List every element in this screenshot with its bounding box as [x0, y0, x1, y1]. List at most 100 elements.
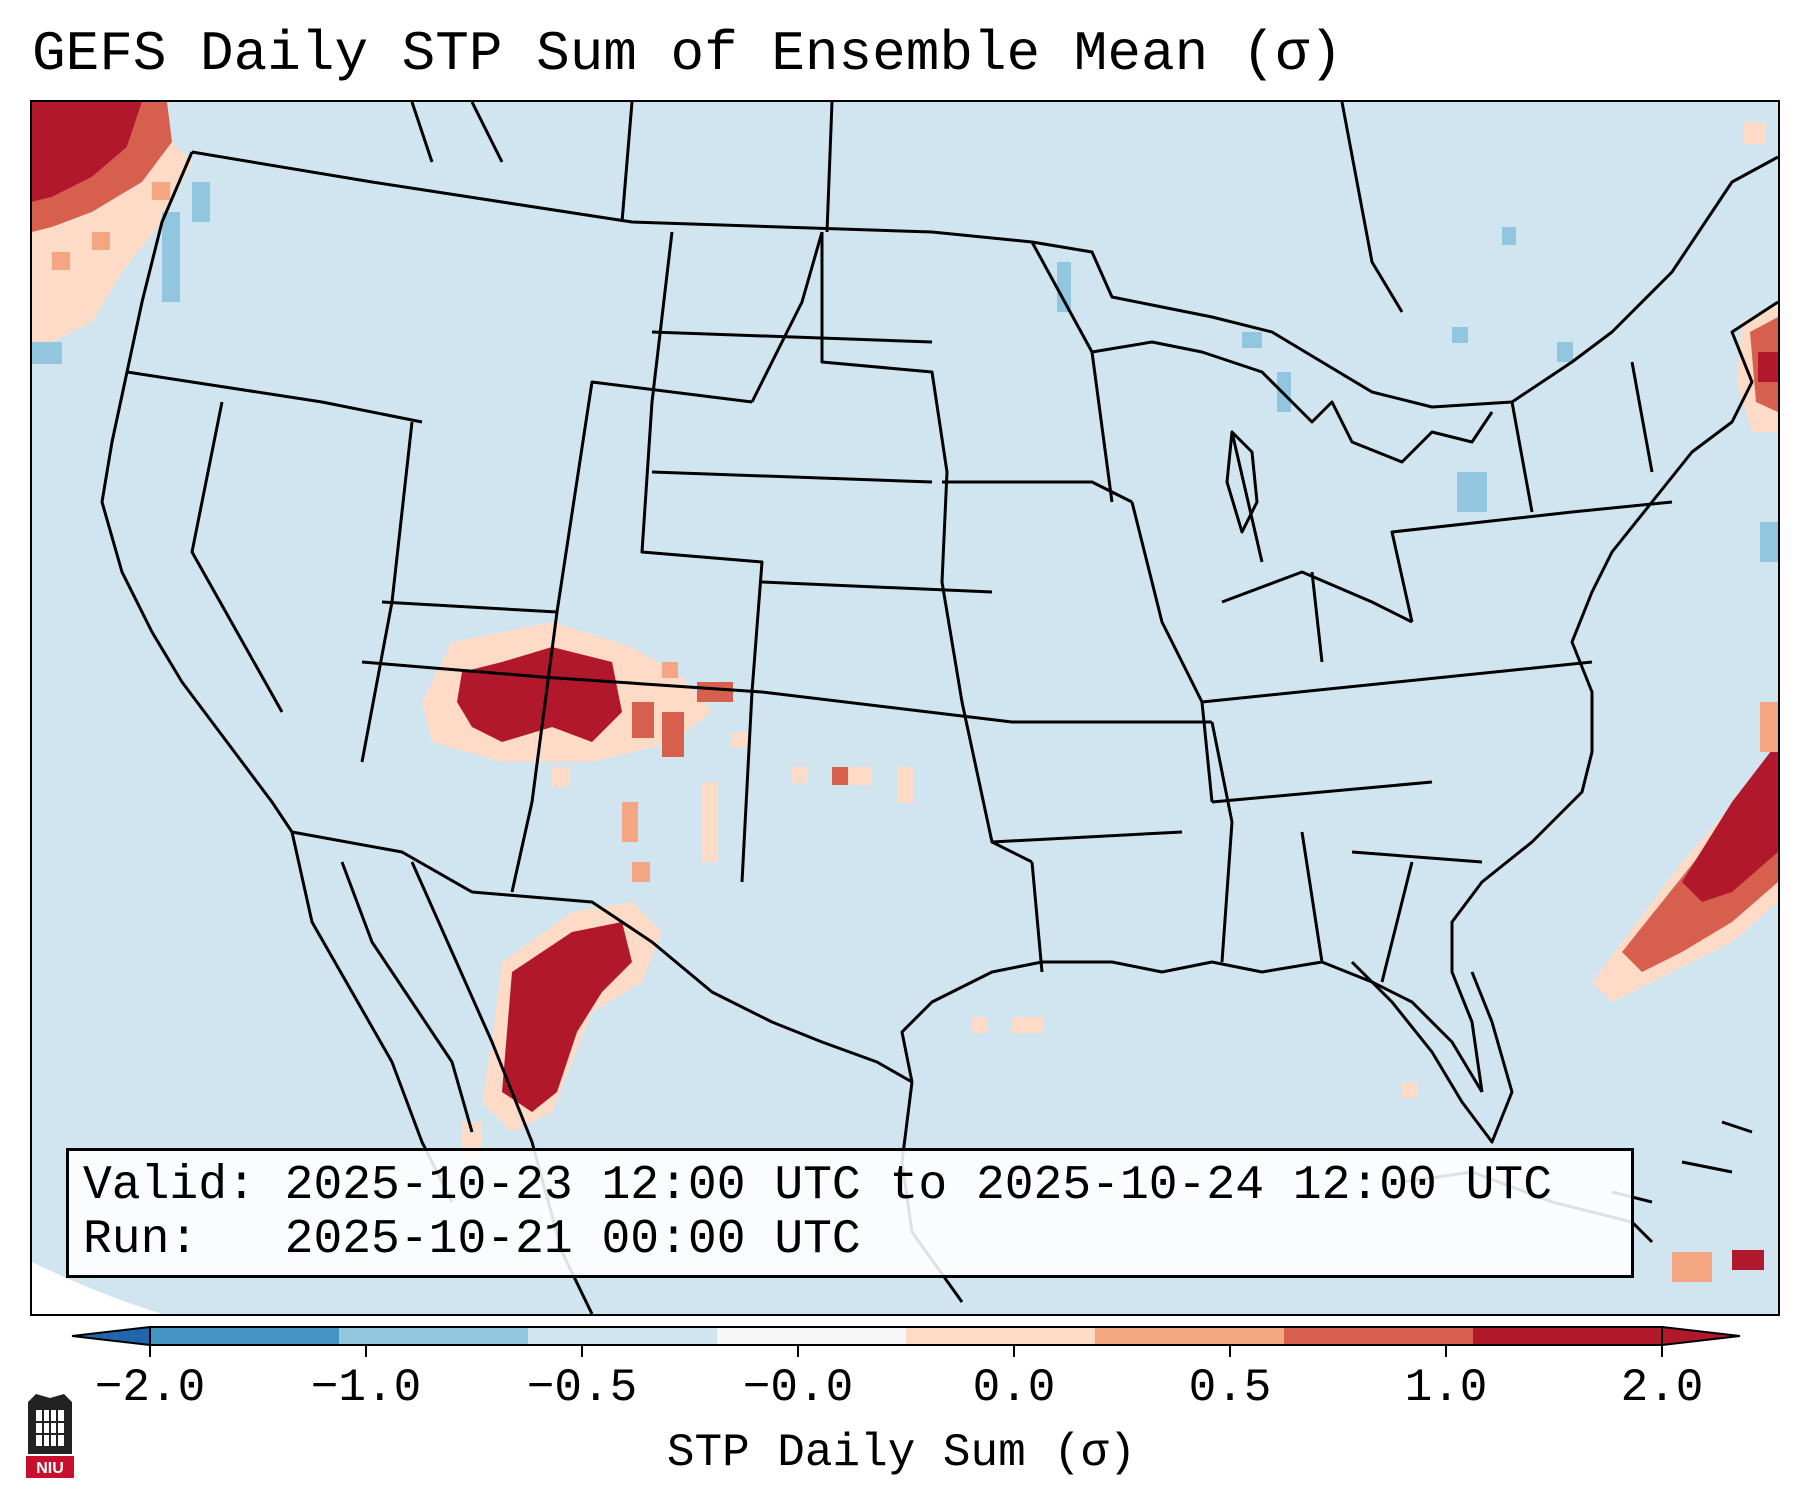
stp-cell — [1732, 1250, 1764, 1270]
stp-cell — [697, 682, 733, 702]
run-line: Run: 2025-10-21 00:00 UTC — [83, 1213, 861, 1267]
colorbar-ticks — [149, 1345, 1663, 1357]
state-line — [1390, 510, 1573, 623]
province-line — [620, 102, 634, 223]
colorbar-segment — [717, 1327, 907, 1345]
state-line — [1630, 361, 1654, 473]
chart-title: GEFS Daily STP Sum of Ensemble Mean (σ) — [32, 22, 1343, 86]
map-canvas — [32, 102, 1778, 1314]
state-line — [1571, 500, 1673, 514]
colorbar-segment — [150, 1327, 340, 1345]
state-line — [1030, 861, 1044, 973]
us-mexico-border — [291, 830, 913, 1084]
state-line — [1211, 780, 1433, 804]
stp-cell — [702, 782, 718, 862]
logo-badge — [26, 1456, 74, 1478]
stp-region-pacnw-high — [32, 102, 142, 202]
us-gulf-coast — [900, 960, 1484, 1093]
niu-logo: NIU — [26, 1394, 74, 1478]
state-line — [1310, 571, 1324, 663]
stp-cell — [1457, 472, 1487, 512]
state-line — [1201, 660, 1593, 704]
colorbar-tick-label: −1.0 — [310, 1362, 422, 1414]
stp-cell — [622, 802, 638, 842]
map-panel — [30, 100, 1780, 1316]
stp-cell — [832, 767, 848, 785]
florida — [1350, 960, 1514, 1144]
stp-region-pacnw-mid — [32, 102, 172, 232]
baja-inner — [340, 861, 474, 1133]
stp-cell — [1760, 522, 1778, 562]
colorbar-segments — [150, 1327, 1663, 1345]
state-line — [991, 830, 1183, 844]
stp-cell — [1672, 1252, 1712, 1282]
colorbar-tick-label: 2.0 — [1620, 1362, 1704, 1414]
stp-cell — [1557, 342, 1573, 362]
colorbar-segment — [1095, 1327, 1285, 1345]
stp-cell — [1452, 327, 1468, 343]
stp-cell — [1758, 352, 1778, 382]
state-line — [510, 611, 559, 893]
stp-cell — [1057, 262, 1071, 312]
state-line — [1351, 850, 1483, 864]
province-line — [825, 102, 834, 233]
colorbar-segment — [1473, 1327, 1663, 1345]
stp-cell — [1012, 1017, 1044, 1033]
stp-cell — [552, 767, 570, 787]
state-line — [740, 691, 754, 883]
stp-cell — [32, 342, 62, 364]
colorbar-segment — [528, 1327, 718, 1345]
stp-cell — [152, 182, 170, 200]
state-line — [126, 370, 423, 424]
colorbar-outline — [149, 1326, 1663, 1346]
state-line — [1230, 431, 1264, 563]
colorbar-tick-label: 0.5 — [1188, 1362, 1272, 1414]
colorbar-segment — [339, 1327, 529, 1345]
stp-cell — [192, 182, 210, 222]
stp-cell — [1242, 332, 1262, 348]
us-east-coast — [1450, 300, 1778, 1093]
domain-edge — [32, 1262, 162, 1314]
logo-text: NIU — [36, 1460, 64, 1477]
stp-cell — [662, 662, 678, 678]
stp-cell — [972, 1017, 988, 1033]
colorbar-under-arrow — [71, 1325, 151, 1347]
colorbar-tick-label: −2.0 — [94, 1362, 206, 1414]
province-line — [470, 102, 504, 163]
state-line — [651, 470, 933, 484]
state-line — [1130, 501, 1214, 803]
state-line — [1221, 570, 1413, 624]
province-line — [1340, 102, 1404, 313]
stp-cell — [52, 252, 70, 270]
stp-cell — [732, 732, 748, 748]
state-line — [761, 580, 993, 594]
colorbar-label: STP Daily Sum (σ) — [666, 1427, 1137, 1479]
colorbar-segment — [1284, 1327, 1474, 1345]
stp-region-atlantic-high — [1682, 742, 1778, 902]
state-line — [1510, 401, 1534, 513]
stp-cell — [92, 232, 110, 250]
province-line — [410, 102, 434, 163]
stp-cell — [792, 767, 808, 783]
state-line — [1380, 861, 1414, 983]
colorbar-tick-label: −0.0 — [742, 1362, 854, 1414]
stp-cell — [632, 862, 650, 882]
lake-michigan — [1225, 430, 1259, 534]
colorbar-tick-label: 1.0 — [1404, 1362, 1488, 1414]
stp-cell — [1402, 1082, 1418, 1098]
valid-time-box: Valid: 2025-10-23 12:00 UTC to 2025-10-2… — [66, 1148, 1634, 1278]
great-lakes — [1091, 340, 1494, 464]
state-line — [361, 660, 1212, 724]
state-line — [750, 231, 824, 403]
state-line — [820, 232, 964, 703]
state-line — [942, 480, 1133, 504]
state-line — [381, 380, 753, 614]
stp-cell — [1760, 702, 1778, 752]
stp-region-fourcorners-high — [457, 647, 622, 742]
stp-cell — [1502, 227, 1516, 245]
stp-cell — [162, 212, 180, 302]
state-line — [640, 231, 764, 693]
stp-region-mexico-high — [502, 922, 632, 1112]
colorbar-tick-label: 0.0 — [972, 1362, 1056, 1414]
us-canada-border — [191, 150, 1778, 409]
